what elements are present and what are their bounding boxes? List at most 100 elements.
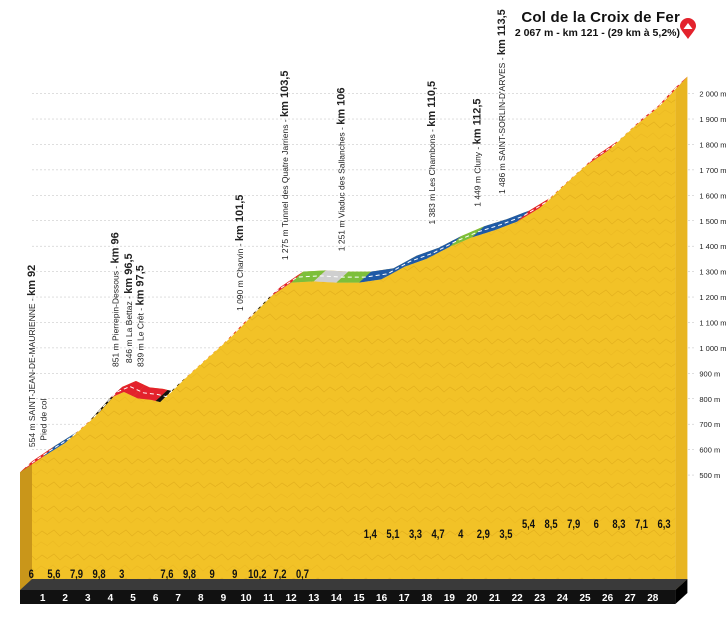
annotation-text: 1 251 m Viaduc des Sallanches - — [337, 125, 347, 251]
x-tick-label: 3 — [85, 593, 91, 604]
annotation-label: 554 m SAINT-JEAN-DE-MAURIENNE - km 92 — [26, 265, 38, 447]
gradient-band-km-2 — [42, 431, 78, 458]
km-axis-bar — [20, 590, 676, 604]
annotation-text: 851 m Pierrepin-Dessous - — [111, 263, 121, 366]
annotation-km: km 96,5 — [123, 253, 135, 293]
chart-title: Col de la Croix de Fer — [521, 9, 680, 26]
annotation-km: km 101,5 — [234, 195, 246, 241]
x-tick-label: 16 — [376, 593, 388, 604]
annotations: 554 m SAINT-JEAN-DE-MAURIENNE - km 92Pie… — [26, 9, 508, 447]
x-tick-label: 27 — [625, 593, 637, 604]
x-tick-label: 23 — [534, 593, 546, 604]
y-tick-label: 1 900 m — [699, 115, 726, 124]
x-tick-label: 13 — [308, 593, 320, 604]
x-tick-label: 1 — [40, 593, 46, 604]
y-tick-label: 1 400 m — [699, 242, 726, 251]
gradient-band-km-12 — [268, 271, 304, 298]
gradient-band-km-23 — [517, 196, 552, 222]
gradient-label: 9,8 — [93, 568, 106, 581]
x-tick-label: 11 — [263, 593, 274, 604]
y-axis: 500 m 600 m 700 m 800 m 900 m 1 000 m 1 100 m 1… — [699, 90, 726, 480]
gradient-label: 3,3 — [409, 528, 422, 541]
annotation-km: km 112,5 — [471, 99, 483, 145]
y-tick-label: 800 m — [699, 395, 720, 404]
km-axis: 1 2 3 4 5 6 7 8 9 10 11 12 13 14 15 16 17 18 19 20 21 22 23 24 2… — [20, 579, 688, 604]
gradient-label: 5,4 — [522, 518, 535, 531]
x-tick-label: 14 — [331, 593, 343, 604]
y-tick-label: 1 600 m — [699, 191, 726, 200]
x-tick-label: 2 — [62, 593, 68, 604]
x-tick-label: 4 — [108, 593, 114, 604]
km-axis-end — [675, 579, 688, 604]
x-tick-label: 28 — [647, 593, 659, 604]
profile-fill — [20, 76, 688, 591]
profile-front — [20, 87, 676, 591]
x-tick-label: 21 — [489, 593, 501, 604]
gradient-label: 0,7 — [296, 568, 309, 581]
annotation-text: 1 275 m Tunnel des Quatre Jarriens - — [280, 117, 290, 260]
x-tick-label: 10 — [240, 593, 252, 604]
gradient-label: 7,6 — [160, 568, 173, 581]
y-tick-label: 900 m — [699, 369, 720, 378]
annotation-label: 1 275 m Tunnel des Quatre Jarriens - km … — [279, 71, 291, 261]
x-tick-label: 20 — [466, 593, 478, 604]
gradient-band-km-21 — [472, 219, 507, 238]
gradient-label: 6,3 — [658, 518, 671, 531]
annotation-text: 554 m SAINT-JEAN-DE-MAURIENNE - — [27, 296, 37, 447]
x-tick-label: 15 — [353, 593, 365, 604]
annotation-text: 1 090 m Charvin - — [235, 241, 245, 311]
gradient-label: 4,7 — [432, 528, 445, 541]
y-tick-label: 1 500 m — [699, 217, 726, 226]
gradient-label: 4 — [458, 528, 463, 541]
x-tick-label: 8 — [198, 593, 204, 604]
annotation-label: 839 m Le Crêt - km 97,5 — [135, 265, 147, 367]
gradient-label: 6 — [29, 568, 34, 581]
x-tick-label: 9 — [221, 593, 227, 604]
x-tick-label: 18 — [421, 593, 433, 604]
gradient-band-km-14 — [313, 270, 349, 283]
annotation-label: 1 383 m Les Chambons - km 110,5 — [426, 81, 438, 225]
y-tick-label: 2 000 m — [699, 90, 726, 99]
x-tick-label: 7 — [175, 593, 181, 604]
gradient-label: 8,3 — [612, 518, 625, 531]
annotation-label: 1 251 m Viaduc des Sallanches - km 106 — [336, 87, 348, 251]
y-tick-label: 500 m — [699, 471, 720, 480]
annotation-label: 1 449 m Cluny - km 112,5 — [471, 99, 483, 207]
gradient-label: 3,5 — [499, 528, 512, 541]
annotation-km: km 92 — [26, 265, 38, 296]
annotation-label: 1 486 m SAINT-SORLIN-D'ARVES - km 113,5 — [496, 9, 508, 194]
profile-side — [20, 461, 32, 590]
x-tick-label: 12 — [286, 593, 298, 604]
gradient-label: 10,2 — [248, 568, 266, 581]
gradient-label: 5,6 — [47, 568, 60, 581]
gradient-band-km-15 — [336, 271, 371, 283]
y-tick-label: 1 300 m — [699, 268, 726, 277]
y-tick-label: 1 100 m — [699, 318, 726, 327]
x-tick-label: 5 — [130, 593, 136, 604]
annotation-km: km 113,5 — [496, 9, 508, 55]
y-tick-label: 600 m — [699, 446, 720, 455]
gradient-label: 3 — [119, 568, 124, 581]
summit-flag-icon — [680, 18, 696, 39]
gradient-band-km-1 — [20, 446, 55, 473]
gradient-label: 5,1 — [386, 528, 399, 541]
y-tick-label: 1 000 m — [699, 344, 726, 353]
gradient-label: 7,2 — [273, 568, 286, 581]
gradient-label: 1,4 — [364, 528, 377, 541]
y-tick-label: 1 700 m — [699, 166, 726, 175]
gradient-label: 9 — [232, 568, 237, 581]
annotation-text: 1 383 m Les Chambons - — [427, 127, 437, 225]
annotation-km: km 110,5 — [426, 81, 438, 127]
gradient-label: 9 — [209, 568, 214, 581]
annotation-label: Pied de col — [38, 399, 48, 441]
km-axis-top — [20, 579, 688, 590]
gradient-label: 7,9 — [567, 518, 580, 531]
annotation-label: 1 090 m Charvin - km 101,5 — [234, 195, 246, 311]
gradient-label: 7,1 — [635, 518, 648, 531]
gradient-band-km-5 — [110, 380, 145, 398]
annotation-label: 846 m La Bettaz - km 96,5 — [123, 253, 135, 363]
annotation-text: 1 449 m Cluny - — [472, 144, 482, 206]
gradient-label: 6 — [594, 518, 599, 531]
annotation-km: km 103,5 — [279, 71, 291, 117]
